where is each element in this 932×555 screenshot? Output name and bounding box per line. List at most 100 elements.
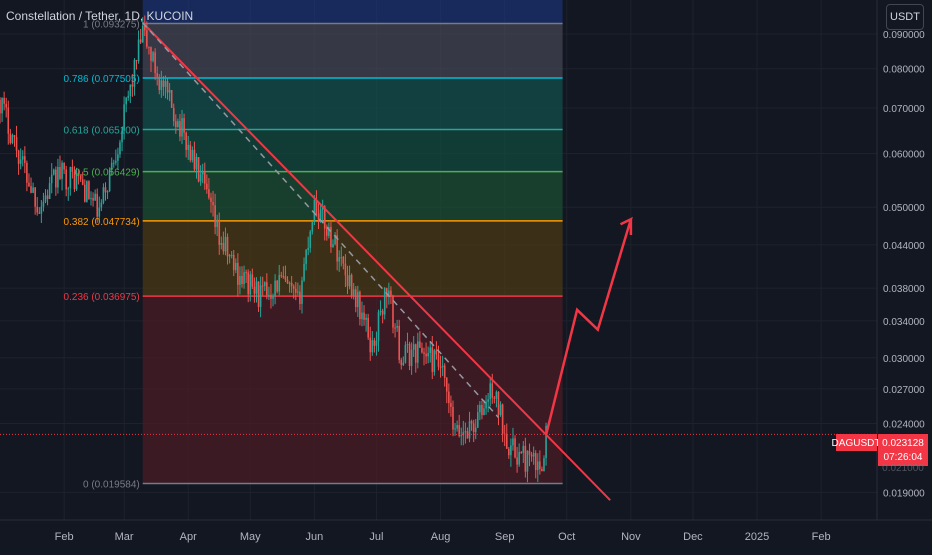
time-axis[interactable]: Feb Mar Apr May Jun Jul Aug Sep Oct Nov Dec 2025 Feb [55,531,831,543]
candle-body [396,325,398,328]
candle-body [530,454,533,457]
time-axis-label: Feb [55,531,74,543]
candle-body [9,133,12,144]
candle-body [400,359,403,366]
candle-body [38,212,41,214]
fib-level-label: 0.786 (0.077505) [64,74,140,85]
candle-body [1,97,3,114]
candle-body [369,337,372,353]
candle-body [481,405,483,416]
candle-body [406,343,409,345]
candle-body [334,235,336,245]
candle-body [431,347,434,372]
candle-body [185,132,187,150]
candle-body [96,193,99,217]
candle-body [17,150,20,164]
candle-body [13,135,16,137]
candle-body [162,80,165,87]
fib-zone [142,171,563,221]
candle-body [394,327,396,329]
price-axis[interactable]: 0.090000 0.080000 0.070000 0.060000 0.050000… [883,30,925,499]
fib-zone [142,296,563,484]
candle-body [166,80,169,93]
candle-body [261,285,264,287]
price-axis-label: 0.030000 [883,354,925,365]
candle-body [381,310,384,315]
candle-body [195,157,198,170]
price-axis-label: 0.024000 [883,420,925,431]
candle-body [79,175,82,180]
candle-body [26,162,28,183]
candle-body [404,344,407,363]
candle-body [464,431,467,433]
candle-body [354,289,357,308]
candle-body [512,438,514,446]
price-tag-countdown: 07:26:04 [884,452,923,463]
candle-body [59,166,61,179]
candle-body [133,60,136,87]
candle-body [249,274,252,295]
candle-body [131,84,134,87]
candle-body [332,244,334,247]
price-axis-label: 0.044000 [883,241,925,252]
candle-body [106,191,109,193]
currency-button[interactable]: USDT [886,4,924,30]
candle-body [127,95,130,98]
candle-body [408,343,411,366]
candle-body [462,432,465,436]
candle-body [181,118,183,137]
time-axis-label: Jul [369,531,383,543]
candle-body [266,282,268,296]
candle-body [183,118,185,133]
candle-body [427,352,429,357]
candle-body [518,452,520,465]
candle-body [137,39,140,62]
candle-body [437,354,440,367]
candle-body [218,219,221,245]
candles-group [0,15,547,483]
candle-body [487,399,489,402]
candle-body [499,404,502,415]
candle-body [309,231,312,248]
symbol-title[interactable]: Constellation / Tether, 1D, KUCOIN [6,9,194,23]
candle-body [536,461,539,471]
candle-body [311,221,314,232]
candle-body [179,121,181,137]
price-axis-label: 0.050000 [883,203,925,214]
candle-body [154,52,156,74]
candle-body [505,434,508,449]
candle-body [146,30,148,47]
candle-body [77,172,80,176]
candle-body [172,107,175,122]
candle-body [98,207,101,217]
candle-body [466,431,469,439]
fib-zone [142,129,563,172]
fibonacci-retracement[interactable] [142,0,563,485]
candle-body [191,149,194,161]
candle-body [326,228,328,236]
candle-body [81,179,84,185]
candle-body [263,282,266,286]
time-axis-label: Dec [683,531,703,543]
candle-body [315,199,318,214]
drawings-group[interactable] [0,22,877,501]
candle-body [63,162,65,170]
candle-body [468,421,471,439]
candle-body [3,97,5,104]
candle-body [367,317,369,338]
candle-body [330,226,332,247]
candle-body [524,445,527,472]
candle-body [201,172,204,175]
candle-body [522,445,525,453]
price-axis-label: 0.019000 [883,488,925,499]
candle-body [485,401,487,409]
candle-body [40,206,43,214]
candle-body [412,344,415,350]
candle-body [491,383,494,398]
candle-body [270,294,272,299]
candle-body [495,391,498,399]
candle-body [520,452,523,454]
candle-body [36,206,39,213]
